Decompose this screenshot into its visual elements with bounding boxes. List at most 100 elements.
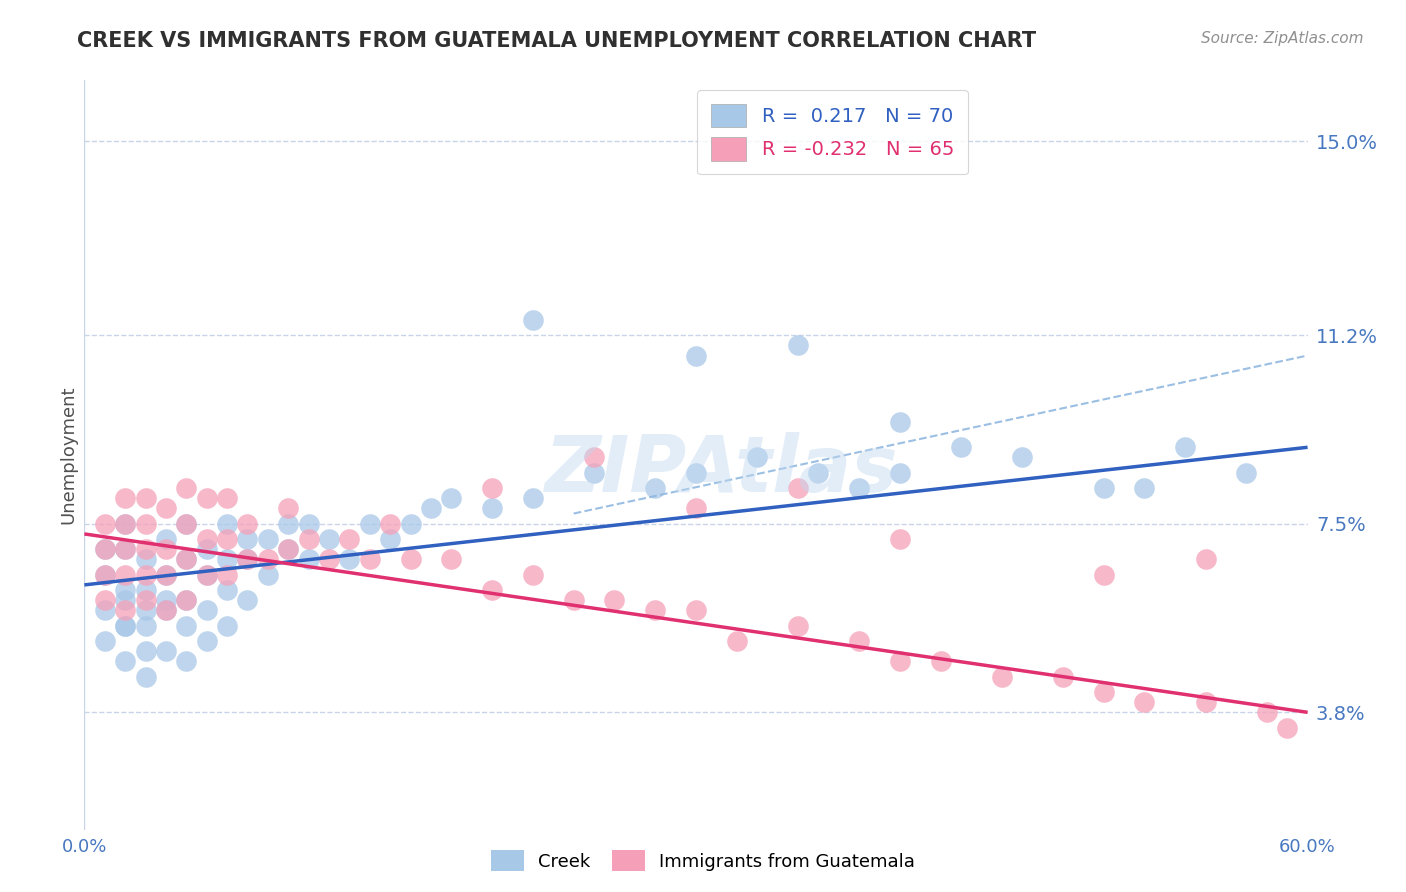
Point	[195, 542, 218, 557]
Point	[481, 481, 503, 495]
Point	[155, 603, 177, 617]
Point	[155, 542, 177, 557]
Point	[848, 634, 870, 648]
Point	[135, 670, 157, 684]
Point	[195, 491, 218, 506]
Point	[1133, 695, 1156, 709]
Point	[1236, 466, 1258, 480]
Point	[481, 582, 503, 597]
Point	[217, 552, 239, 566]
Point	[217, 618, 239, 632]
Point	[217, 516, 239, 531]
Point	[583, 450, 606, 465]
Point	[889, 415, 911, 429]
Point	[440, 491, 463, 506]
Point	[114, 542, 136, 557]
Point	[114, 516, 136, 531]
Point	[747, 450, 769, 465]
Point	[848, 481, 870, 495]
Point	[1092, 481, 1115, 495]
Point	[155, 532, 177, 546]
Point	[174, 552, 197, 566]
Point	[135, 491, 157, 506]
Point	[583, 466, 606, 480]
Point	[93, 634, 115, 648]
Point	[236, 593, 259, 607]
Point	[950, 440, 973, 454]
Point	[889, 654, 911, 668]
Point	[380, 516, 402, 531]
Point	[522, 567, 544, 582]
Legend: R =  0.217   N = 70, R = -0.232   N = 65: R = 0.217 N = 70, R = -0.232 N = 65	[697, 90, 967, 175]
Point	[339, 532, 361, 546]
Point	[257, 532, 280, 546]
Point	[93, 542, 115, 557]
Point	[603, 593, 626, 607]
Point	[155, 567, 177, 582]
Point	[155, 644, 177, 658]
Point	[298, 532, 321, 546]
Point	[257, 552, 280, 566]
Point	[114, 567, 136, 582]
Point	[644, 481, 666, 495]
Point	[339, 552, 361, 566]
Point	[114, 542, 136, 557]
Point	[135, 582, 157, 597]
Point	[135, 542, 157, 557]
Point	[93, 542, 115, 557]
Point	[685, 349, 707, 363]
Point	[929, 654, 952, 668]
Point	[93, 603, 115, 617]
Point	[257, 567, 280, 582]
Point	[318, 532, 340, 546]
Text: CREEK VS IMMIGRANTS FROM GUATEMALA UNEMPLOYMENT CORRELATION CHART: CREEK VS IMMIGRANTS FROM GUATEMALA UNEMP…	[77, 31, 1036, 51]
Point	[174, 593, 197, 607]
Point	[93, 567, 115, 582]
Point	[298, 516, 321, 531]
Point	[114, 654, 136, 668]
Point	[135, 603, 157, 617]
Point	[236, 516, 259, 531]
Point	[440, 552, 463, 566]
Point	[217, 582, 239, 597]
Point	[277, 542, 299, 557]
Point	[114, 618, 136, 632]
Point	[1195, 695, 1218, 709]
Point	[1277, 721, 1299, 735]
Point	[155, 567, 177, 582]
Point	[93, 593, 115, 607]
Point	[380, 532, 402, 546]
Legend: Creek, Immigrants from Guatemala: Creek, Immigrants from Guatemala	[484, 843, 922, 879]
Point	[135, 552, 157, 566]
Point	[1092, 685, 1115, 699]
Point	[359, 552, 381, 566]
Point	[1256, 706, 1278, 720]
Point	[685, 466, 707, 480]
Point	[359, 516, 381, 531]
Point	[787, 338, 810, 352]
Point	[217, 567, 239, 582]
Point	[217, 491, 239, 506]
Point	[277, 516, 299, 531]
Point	[685, 501, 707, 516]
Point	[236, 552, 259, 566]
Point	[114, 593, 136, 607]
Point	[1174, 440, 1197, 454]
Point	[174, 481, 197, 495]
Point	[236, 532, 259, 546]
Point	[155, 593, 177, 607]
Point	[155, 603, 177, 617]
Point	[399, 552, 422, 566]
Point	[420, 501, 443, 516]
Point	[195, 567, 218, 582]
Point	[174, 593, 197, 607]
Point	[1133, 481, 1156, 495]
Point	[155, 501, 177, 516]
Point	[114, 516, 136, 531]
Point	[399, 516, 422, 531]
Point	[562, 593, 585, 607]
Point	[195, 532, 218, 546]
Point	[481, 501, 503, 516]
Point	[93, 516, 115, 531]
Point	[725, 634, 748, 648]
